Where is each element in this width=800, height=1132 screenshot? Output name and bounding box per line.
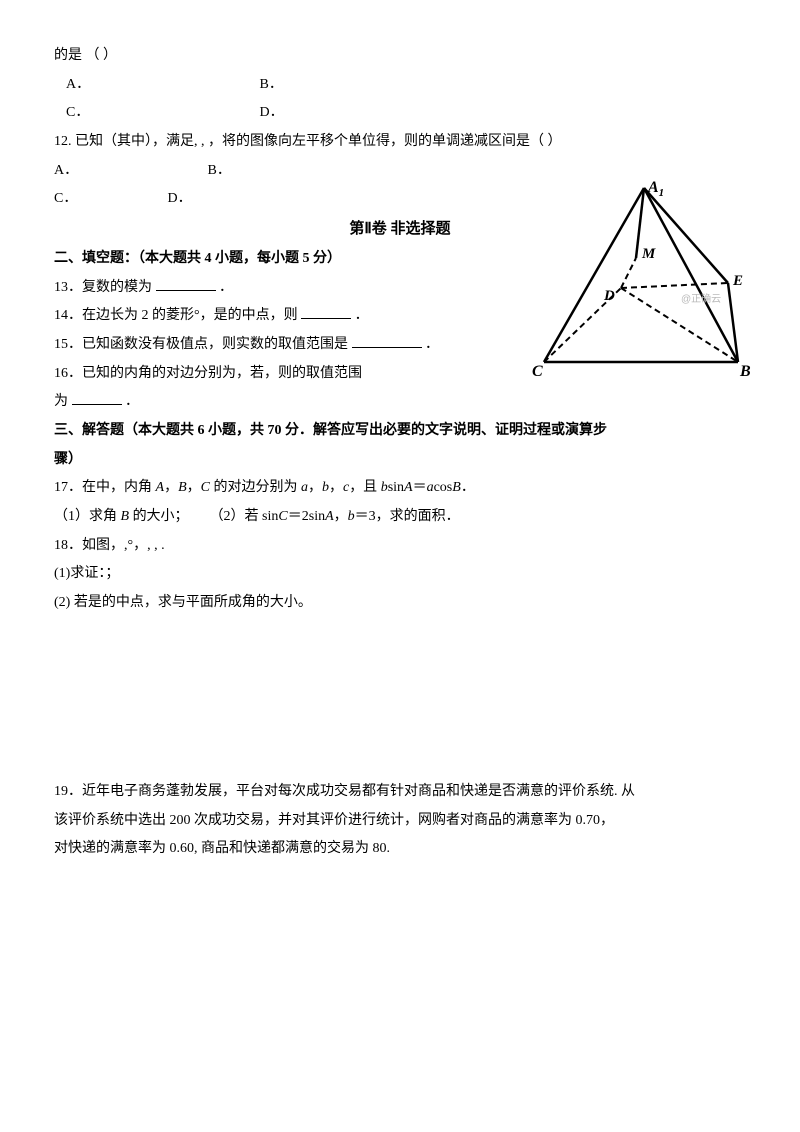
q17-b-sym: b: [322, 480, 329, 495]
q17-s1: ，: [164, 480, 178, 495]
q16-text-b: 为: [54, 394, 68, 409]
label-a1-sub: 1: [659, 187, 665, 199]
q19-line1: 19．近年电子商务蓬勃发展，平台对每次成功交易都有针对商品和快递是否满意的评价系…: [54, 778, 746, 807]
geometry-figure: A1 M D E C B @正确云: [526, 180, 756, 380]
q12-stem: 12. 已知（其中），满足, , ，将的图像向左平移个单位得，则的单调递减区间是…: [54, 128, 746, 157]
q11-options-cd: C． D．: [66, 99, 746, 128]
q17-p1-c: 的大小；: [133, 509, 189, 524]
q12-opt-c: C．: [54, 185, 164, 214]
q16-blank: [72, 392, 122, 406]
q11-opt-d: D．: [260, 99, 410, 128]
q11-options-ab: A． B．: [66, 71, 746, 100]
q13-text-a: 13．复数的模为: [54, 280, 152, 295]
q17-p1-b: B: [121, 509, 133, 524]
q17-eq2: sin: [388, 480, 404, 495]
exam-page: 的是 （ ） A． B． C． D． 12. 已知（其中），满足, , ，将的图…: [0, 0, 800, 1132]
q17-C: C: [201, 480, 214, 495]
q12-opt-d: D．: [168, 185, 192, 214]
q18-p2: (2) 若是的中点，求与平面所成角的大小。: [54, 589, 746, 618]
q17-eq3: A: [404, 480, 413, 495]
q17-p2-c: ＝2sin: [288, 509, 325, 524]
q12-opt-b: B．: [208, 157, 358, 186]
q17-p2-a: （2）若 sin: [210, 509, 279, 524]
q17-s2: ，: [187, 480, 201, 495]
q16-text-c: ．: [125, 394, 139, 409]
q17-p1-a: （1）求角: [54, 509, 121, 524]
q11-opt-c: C．: [66, 99, 256, 128]
q13-text-b: ．: [219, 280, 233, 295]
q17-c: ，且: [349, 480, 381, 495]
q17-s4: ，: [329, 480, 343, 495]
q17-b: 的对边分别为: [213, 480, 301, 495]
q12-opt-a: A．: [54, 157, 204, 186]
q17-p2-b: C: [278, 509, 287, 524]
q19-line2: 该评价系统中选出 200 次成功交易，并对其评价进行统计，网购者对商品的满意率为…: [54, 807, 746, 836]
q11-opt-a: A．: [66, 71, 256, 100]
q14-blank: [301, 306, 351, 320]
q17-a: 17．在中，内角: [54, 480, 156, 495]
q17-p2-e: ，: [334, 509, 348, 524]
q17-p2-d: A: [325, 509, 334, 524]
pyramid-diagram: A1 M D E C B @正确云: [526, 180, 756, 380]
q17-eq5: a: [427, 480, 434, 495]
q14-text-b: ．: [355, 308, 369, 323]
q17-p2-f: b: [348, 509, 355, 524]
q19-line3: 对快递的满意率为 0.60, 商品和快递都满意的交易为 80.: [54, 835, 746, 864]
q18-stem: 18．如图，,°，, , .: [54, 532, 746, 561]
q17-eq1: b: [381, 480, 388, 495]
section3-heading-l1: 三、解答题（本大题共 6 小题，共 70 分．解答应写出必要的文字说明、证明过程…: [54, 417, 746, 446]
q15-text-a: 15．已知函数没有极值点，则实数的取值范围是: [54, 337, 348, 352]
q15-blank: [352, 334, 422, 348]
q11-opt-b: B．: [260, 71, 410, 100]
blank-gap: [54, 618, 746, 778]
q17-stem: 17．在中，内角 A，B，C 的对边分别为 a，b，c，且 bsinA＝acos…: [54, 474, 746, 503]
watermark-text: @正确云: [681, 292, 721, 305]
q11-tail: 的是 （ ）: [54, 42, 746, 71]
q17-eq4: ＝: [413, 480, 427, 495]
q17-a-sym: a: [301, 480, 308, 495]
q13-blank: [156, 277, 216, 291]
q17-p2-g: ＝3，求的面积．: [355, 509, 460, 524]
label-b: B: [739, 363, 751, 380]
label-m: M: [641, 246, 656, 262]
q17-parts: （1）求角 B 的大小； （2）若 sinC＝2sinA，b＝3，求的面积．: [54, 503, 746, 532]
q17-B: B: [178, 480, 187, 495]
label-c: C: [532, 363, 543, 380]
label-a1: A: [647, 180, 659, 196]
q14-text-a: 14．在边长为 2 的菱形°，是的中点，则: [54, 308, 298, 323]
section3-heading-l2: 骤）: [54, 446, 746, 475]
q15-text-b: ．: [425, 337, 439, 352]
q17-eq6: cos: [434, 480, 453, 495]
q17-A: A: [156, 480, 165, 495]
label-d: D: [603, 288, 615, 304]
q18-p1: (1)求证：；: [54, 560, 746, 589]
label-e: E: [732, 273, 743, 289]
q16-line2: 为 ．: [54, 388, 746, 417]
q17-eq8: ．: [461, 480, 475, 495]
q17-s3: ，: [308, 480, 322, 495]
q17-eq7: B: [452, 480, 461, 495]
